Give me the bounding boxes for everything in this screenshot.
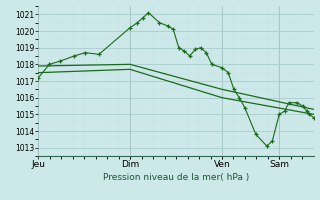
X-axis label: Pression niveau de la mer( hPa ): Pression niveau de la mer( hPa ) <box>103 173 249 182</box>
